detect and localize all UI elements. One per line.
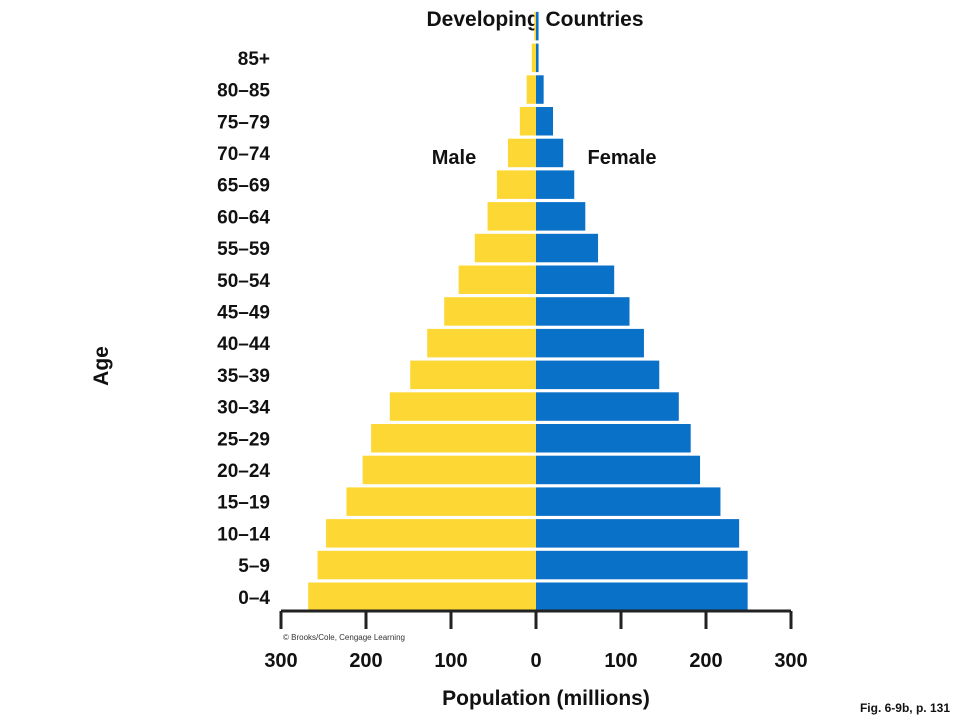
bar-male-5-9 xyxy=(317,550,536,580)
bar-male-10-14 xyxy=(326,519,536,548)
bar-female-15-19 xyxy=(536,487,721,516)
bar-male-80-85 xyxy=(526,75,536,104)
age-label-65-69: 65–69 xyxy=(217,176,270,197)
bar-female-25-29 xyxy=(536,424,691,453)
x-axis-title: Population (millions) xyxy=(442,687,650,710)
x-tick-label: 300 xyxy=(774,650,807,672)
x-tick-label: 300 xyxy=(264,650,297,672)
age-label-5-9: 5–9 xyxy=(238,556,270,577)
bar-female-80-85 xyxy=(536,75,544,104)
bar-female-85 xyxy=(536,43,539,73)
age-label-40-44: 40–44 xyxy=(217,334,270,355)
age-labels-group: 0–4 5–9 10–14 15–19 20–24 25–29 30–34 35–39 40–4… xyxy=(217,49,270,609)
age-label-60-64: 60–64 xyxy=(217,207,270,228)
x-axis: 300 200 100 0 100 200 300 xyxy=(264,609,808,672)
bar-female-75-79 xyxy=(536,107,553,136)
bar-male-15-19 xyxy=(346,487,536,516)
bar-female-5-9 xyxy=(536,550,748,580)
bar-female-70-74 xyxy=(536,138,564,168)
bar-female-20-24 xyxy=(536,455,701,485)
x-tick-label: 200 xyxy=(689,650,722,672)
bar-female-0-4 xyxy=(536,582,748,611)
x-tick-label: 200 xyxy=(349,650,382,672)
bar-male-75-79 xyxy=(519,107,536,136)
x-tick-label: 0 xyxy=(530,650,541,672)
x-tick-label: 100 xyxy=(604,650,637,672)
age-label-0-4: 0–4 xyxy=(238,588,270,609)
bar-female-top-extra xyxy=(536,11,539,41)
age-label-20-24: 20–24 xyxy=(217,461,270,482)
age-label-30-34: 30–34 xyxy=(217,398,270,419)
bar-female-45-49 xyxy=(536,297,630,326)
x-tick-label: 100 xyxy=(434,650,467,672)
bar-male-70-74 xyxy=(507,138,536,168)
copyright-credit: © Brooks/Cole, Cengage Learning xyxy=(283,633,405,642)
age-label-15-19: 15–19 xyxy=(217,493,270,514)
age-label-35-39: 35–39 xyxy=(217,366,270,387)
age-label-80-85: 80–85 xyxy=(217,81,270,102)
bar-male-top-extra xyxy=(534,11,536,41)
age-label-50-54: 50–54 xyxy=(217,271,270,292)
bar-male-65-69 xyxy=(496,170,536,199)
bar-male-40-44 xyxy=(427,328,536,358)
bar-male-35-39 xyxy=(410,360,536,390)
bar-male-60-64 xyxy=(487,202,536,231)
bar-male-55-59 xyxy=(474,233,536,263)
bar-male-85 xyxy=(531,43,536,73)
bar-male-30-34 xyxy=(389,392,536,421)
bar-male-0-4 xyxy=(308,582,536,611)
bar-male-25-29 xyxy=(371,424,536,453)
figure-reference: Fig. 6-9b, p. 131 xyxy=(860,701,950,715)
age-label-10-14: 10–14 xyxy=(217,524,270,545)
legend-male-label: Male xyxy=(432,147,476,169)
age-label-25-29: 25–29 xyxy=(217,429,270,450)
bar-female-10-14 xyxy=(536,519,740,548)
bar-male-20-24 xyxy=(362,455,536,485)
age-label-85: 85+ xyxy=(238,49,270,70)
age-label-70-74: 70–74 xyxy=(217,144,270,165)
legend-female-label: Female xyxy=(588,147,657,169)
bar-female-60-64 xyxy=(536,202,586,231)
bars-group xyxy=(308,11,748,611)
age-label-45-49: 45–49 xyxy=(217,302,270,323)
age-label-75-79: 75–79 xyxy=(217,112,270,133)
bar-male-50-54 xyxy=(458,265,536,294)
bar-female-30-34 xyxy=(536,392,679,421)
bar-female-40-44 xyxy=(536,328,644,358)
bar-male-45-49 xyxy=(444,297,536,326)
bar-female-65-69 xyxy=(536,170,575,199)
bar-female-55-59 xyxy=(536,233,599,263)
bar-female-50-54 xyxy=(536,265,615,294)
bar-female-35-39 xyxy=(536,360,660,390)
y-axis-title: Age xyxy=(90,346,113,386)
age-label-55-59: 55–59 xyxy=(217,239,270,260)
